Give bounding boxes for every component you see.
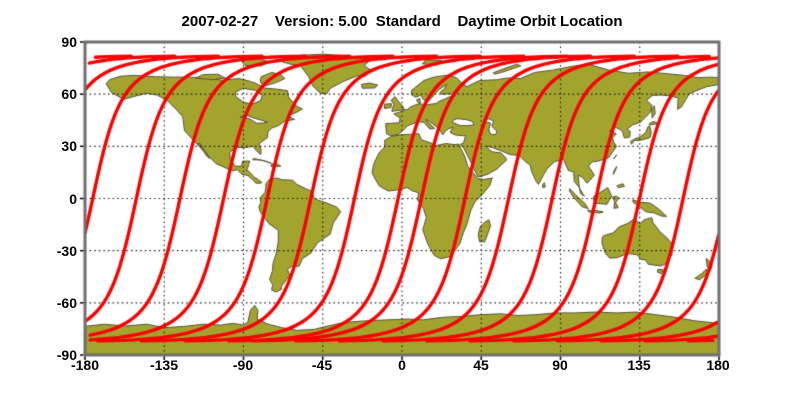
plot-title: 2007-02-27 Version: 5.00 Standard Daytim…	[181, 13, 623, 30]
x-tick-label: 45	[473, 357, 489, 373]
y-tick-label: -90	[56, 347, 77, 363]
x-tick-label: -135	[149, 357, 179, 373]
y-tick-label: -30	[56, 243, 77, 259]
x-tick-label: 90	[552, 357, 568, 373]
x-tick-label: 135	[627, 357, 651, 373]
x-tick-label: 180	[706, 357, 730, 373]
y-tick-label: 90	[61, 34, 77, 50]
y-tick-label: 60	[61, 86, 77, 102]
x-tick-label: -90	[232, 357, 254, 373]
y-tick-label: 30	[61, 138, 77, 154]
y-tick-label: -60	[56, 295, 77, 311]
x-tick-label: -180	[70, 357, 100, 373]
x-tick-label: -45	[311, 357, 333, 373]
x-tick-label: 0	[398, 357, 406, 373]
y-tick-label: 0	[69, 191, 77, 207]
